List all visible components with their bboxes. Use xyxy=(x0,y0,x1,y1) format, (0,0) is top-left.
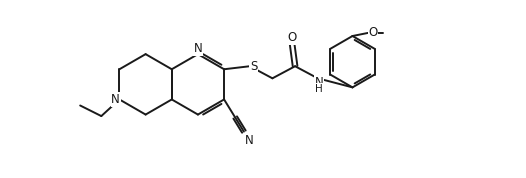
Text: S: S xyxy=(250,60,257,73)
Text: N: N xyxy=(245,134,254,147)
Text: N: N xyxy=(194,42,203,55)
Text: N: N xyxy=(112,93,120,106)
Text: O: O xyxy=(287,32,297,44)
Text: H: H xyxy=(315,83,323,93)
Text: N: N xyxy=(315,75,323,88)
Text: O: O xyxy=(369,27,378,40)
